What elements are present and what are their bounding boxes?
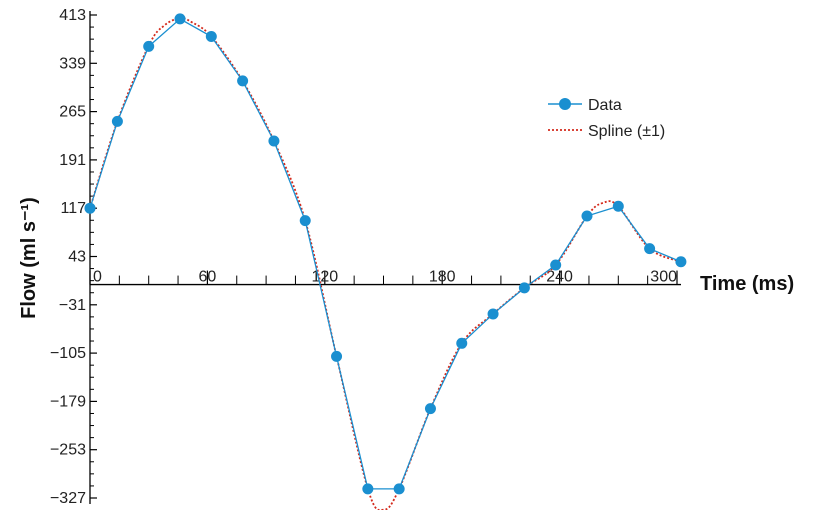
data-point	[393, 483, 405, 495]
data-point	[456, 337, 468, 349]
data-point	[143, 40, 155, 52]
data-point	[518, 282, 530, 294]
data-point	[581, 210, 593, 222]
spline-series-line	[89, 17, 682, 510]
data-point	[331, 350, 343, 362]
y-axis-title: Flow (ml s⁻¹)	[18, 197, 40, 319]
data-point	[362, 483, 374, 495]
data-point	[111, 115, 123, 127]
y-axis: 413 339 265 191 117 43 −31 −105 −179 −253 −327	[50, 7, 97, 507]
y-tick-label: 117	[60, 200, 86, 217]
x-tick-label: 240	[546, 269, 573, 286]
legend-label-spline: Spline (±1)	[588, 123, 665, 140]
data-point	[299, 215, 311, 227]
x-tick-label: 120	[311, 269, 338, 286]
data-point	[487, 308, 499, 320]
x-axis: 0 60 120 180 240 300	[89, 269, 681, 286]
y-tick-label: 43	[68, 249, 86, 266]
data-point	[675, 256, 687, 268]
legend-label-data: Data	[588, 97, 622, 114]
y-tick-label: −31	[59, 297, 86, 314]
data-series-line	[89, 18, 682, 490]
data-point	[268, 135, 280, 147]
data-point	[424, 403, 436, 415]
data-point	[205, 31, 217, 43]
x-tick-label: 300	[650, 269, 677, 286]
y-tick-label: −105	[50, 345, 86, 362]
series-layer	[84, 13, 687, 510]
legend-data-marker	[559, 98, 571, 110]
data-point	[237, 75, 249, 87]
data-point	[644, 243, 656, 255]
y-tick-label: −327	[50, 490, 86, 507]
y-tick-label: 191	[59, 152, 86, 169]
y-tick-label: −253	[50, 442, 86, 459]
data-point	[174, 13, 186, 25]
x-tick-label: 180	[429, 269, 456, 286]
y-tick-label: 413	[59, 7, 86, 24]
data-point	[550, 259, 562, 271]
y-tick-label: 265	[59, 104, 86, 121]
x-tick-label: 60	[199, 269, 217, 286]
legend: Data Spline (±1)	[548, 97, 665, 140]
x-tick-label: 0	[93, 269, 102, 286]
y-tick-label: 339	[59, 55, 86, 72]
x-axis-title: Time (ms)	[700, 273, 794, 295]
data-point	[612, 200, 624, 212]
data-point	[84, 202, 96, 214]
y-tick-label: −179	[50, 393, 86, 410]
